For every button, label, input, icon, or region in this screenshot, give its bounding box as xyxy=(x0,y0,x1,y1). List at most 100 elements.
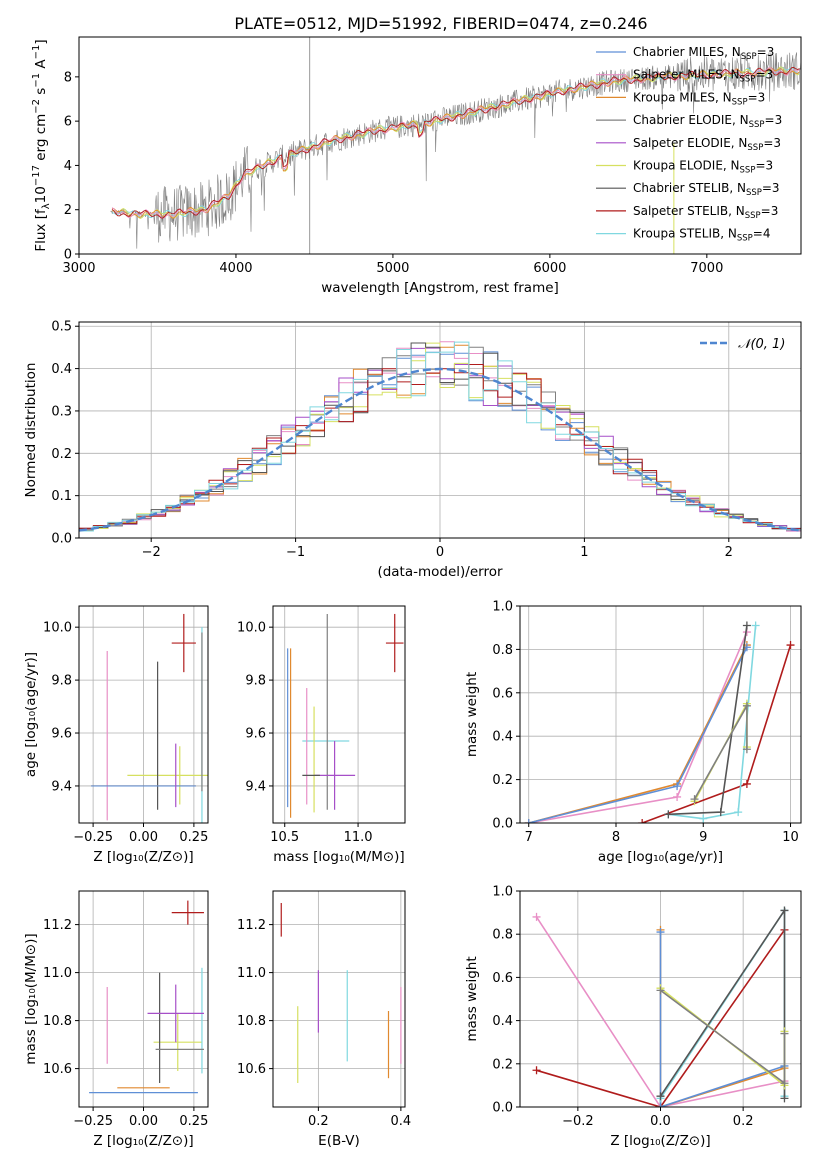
y-tick-label: 0.2 xyxy=(492,773,513,788)
y-tick-label: 0.6 xyxy=(492,971,513,986)
y-tick-label: 0.0 xyxy=(492,817,513,832)
x-tick-label: 0.2 xyxy=(308,1114,329,1129)
massweight-point-marker xyxy=(532,912,541,921)
histogram-step-line xyxy=(79,341,801,532)
legend-label-name: Chabrier MILES, N xyxy=(633,45,741,59)
y-tick-label: 0.8 xyxy=(492,928,513,943)
massweight-series-line xyxy=(641,644,792,823)
axes-frame: 3000 4000 5000 6000 7000 0 2 4 6 8 wavelength [Ang… xyxy=(31,36,802,296)
massweight-point-marker xyxy=(734,808,743,817)
massweight-point-marker xyxy=(742,745,751,754)
massweight-point-marker xyxy=(532,1066,541,1075)
y-axis-label-part: ] xyxy=(33,39,49,44)
x-axis-label: Z [log₁₀(Z/Z⊙)] xyxy=(93,849,193,865)
y-axis-label-part: −17 xyxy=(31,165,42,186)
massweight-point-marker xyxy=(524,819,533,823)
massweight-point-marker xyxy=(742,779,751,788)
massweight-vs-age-panel: 7 8 9 10 0.0 0.2 0.4 0.6 0.8 1.0 age [log₁₀(age/yr… xyxy=(464,600,802,865)
legend-label-value: =3 xyxy=(765,113,783,127)
y-tick-label: 10.0 xyxy=(237,621,266,636)
y-tick-label: 0.4 xyxy=(51,362,72,377)
axes-box xyxy=(78,36,802,255)
x-tick-label: 8 xyxy=(612,830,620,845)
massweight-point-marker xyxy=(690,795,699,804)
model-spectrum-line xyxy=(111,67,800,219)
x-axis-label: E(B-V) xyxy=(318,1133,360,1149)
axes-frame: 10.5 11.0 9.4 9.6 9.8 10.0 mass [log₁₀(M/M⊙)] xyxy=(237,605,406,865)
x-axis-label: age [log₁₀(age/yr)] xyxy=(598,849,723,865)
massweight-point-marker xyxy=(786,641,795,650)
x-tick-label: 7 xyxy=(525,830,533,845)
y-tick-label: 11.2 xyxy=(43,918,72,933)
legend-label: Chabrier ELODIE, NSSP=3 xyxy=(633,113,782,130)
massweight-vs-metallicity-panel: −0.2 0.0 0.2 0.0 0.2 0.4 0.6 0.8 1.0 Z [log₁₀(Z/Z… xyxy=(464,885,802,1149)
normal-curve-line xyxy=(79,367,801,532)
legend-label: Salpeter STELIB, NSSP=3 xyxy=(633,204,778,221)
x-tick-label: 0.00 xyxy=(129,830,158,845)
axes-box xyxy=(272,605,406,824)
x-tick-label: 0.2 xyxy=(733,1114,754,1129)
x-axis-label: mass [log₁₀(M/M⊙)] xyxy=(273,849,404,865)
legend-label-value: =4 xyxy=(753,227,771,241)
legend-label-name: Chabrier ELODIE, N xyxy=(633,113,749,127)
x-axis-label: Z [log₁₀(Z/Z⊙)] xyxy=(93,1133,193,1149)
y-tick-label: 9.6 xyxy=(51,727,72,742)
y-axis-label-part: −2 xyxy=(31,99,42,114)
y-tick-label: 9.4 xyxy=(245,779,266,794)
legend-label-name: Salpeter MILES, N xyxy=(633,68,740,82)
legend-label-sub: SSP xyxy=(746,188,762,198)
x-tick-label: 5000 xyxy=(376,261,409,276)
y-tick-label: 11.0 xyxy=(43,966,72,981)
massweight-point-marker xyxy=(699,814,708,823)
age-vs-metallicity-panel: −0.25 0.00 0.25 9.4 9.6 9.8 10.0 Z [log₁₀(Z/Z⊙)… xyxy=(23,605,209,865)
x-tick-label: 7000 xyxy=(690,261,723,276)
axes-frame: 0.2 0.4 10.6 10.8 11.0 11.2 E(B-V) xyxy=(237,890,411,1149)
plot-area xyxy=(287,613,404,818)
y-axis-label: Normed distribution xyxy=(23,363,39,498)
y-tick-label: 0.3 xyxy=(51,404,72,419)
y-tick-label: 0 xyxy=(64,248,72,263)
x-tick-label: 0.25 xyxy=(179,1114,208,1129)
y-axis-label: mass weight xyxy=(464,956,480,1041)
legend-label-sub: SSP xyxy=(745,211,761,221)
axes-frame: −0.2 0.0 0.2 0.0 0.2 0.4 0.6 0.8 1.0 Z [log₁₀(Z/Z… xyxy=(464,885,802,1149)
plot-area xyxy=(79,341,801,532)
mass-vs-metallicity-panel: −0.25 0.00 0.25 10.6 10.8 11.0 11.2 Z [log₁₀(Z/… xyxy=(23,890,209,1149)
plot-area xyxy=(110,37,801,254)
y-tick-label: 10.6 xyxy=(43,1062,72,1077)
legend-label-sub: SSP xyxy=(749,120,765,130)
legend-label-name: Salpeter ELODIE, N xyxy=(633,136,747,150)
massweight-point-marker xyxy=(780,1079,789,1088)
figure-title: PLATE=0512, MJD=51992, FIBERID=0474, z=0… xyxy=(234,14,647,33)
y-tick-label: 4 xyxy=(64,159,72,174)
legend-label-value: =3 xyxy=(762,181,780,195)
x-tick-label: −0.25 xyxy=(73,830,113,845)
x-tick-label: 4000 xyxy=(219,261,252,276)
x-tick-label: 2 xyxy=(725,545,733,560)
y-axis-label-part: λ xyxy=(41,203,52,209)
legend-label-sub: SSP xyxy=(741,52,757,62)
y-tick-label: 10.6 xyxy=(237,1062,266,1077)
x-axis-label: wavelength [Angstrom, rest frame] xyxy=(321,280,559,296)
y-axis-label: mass [log₁₀(M/M⊙)] xyxy=(23,933,39,1064)
massweight-point-marker xyxy=(742,701,751,710)
legend-label: Kroupa ELODIE, NSSP=3 xyxy=(633,159,773,176)
axes-box xyxy=(519,605,802,824)
y-tick-label: 11.2 xyxy=(237,918,266,933)
age-vs-mass-panel: 10.5 11.0 9.4 9.6 9.8 10.0 mass [log₁₀(M/M⊙)] xyxy=(237,605,406,865)
y-axis-label: Flux [fλ10−17 erg cm−2 s−1 A−1] xyxy=(31,39,52,251)
legend-label-value: =3 xyxy=(761,204,779,218)
y-tick-label: 9.6 xyxy=(245,727,266,742)
legend-label-value: =3 xyxy=(748,90,766,104)
y-axis-label: age [log₁₀(age/yr)] xyxy=(23,652,39,777)
y-tick-label: 1.0 xyxy=(492,600,513,615)
y-tick-label: 0.4 xyxy=(492,1014,513,1029)
x-tick-label: −0.25 xyxy=(73,1114,113,1129)
x-tick-label: 6000 xyxy=(533,261,566,276)
x-tick-label: −0.2 xyxy=(562,1114,594,1129)
massweight-point-marker xyxy=(638,819,647,823)
y-tick-label: 1.0 xyxy=(492,885,513,900)
axes-frame: −0.25 0.00 0.25 9.4 9.6 9.8 10.0 Z [log₁₀(Z/Z⊙)… xyxy=(23,605,209,865)
mass-vs-ebv-panel: 0.2 0.4 10.6 10.8 11.0 11.2 E(B-V) xyxy=(237,890,411,1149)
